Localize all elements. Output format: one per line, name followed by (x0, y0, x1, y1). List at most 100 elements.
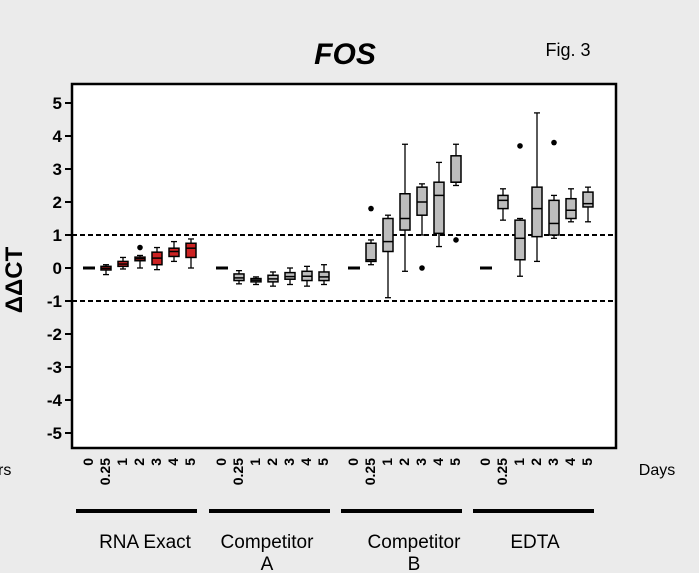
x-tick-label: 5 (182, 458, 198, 466)
box-body (399, 193, 411, 231)
x-tick-label: 4 (562, 458, 578, 466)
box-body (565, 197, 577, 220)
box-body (582, 191, 594, 208)
box-plot (134, 244, 146, 269)
group-label: RNA Exact (99, 532, 192, 553)
x-tick-label: 2 (396, 458, 412, 466)
box-plot (284, 267, 296, 286)
x-tick-label: 4 (165, 458, 181, 466)
box-plot (117, 256, 129, 270)
box-group (480, 112, 594, 277)
box-plot (548, 139, 560, 239)
box-plot (168, 240, 180, 263)
box-plot (497, 188, 509, 221)
y-tick-label: -2 (47, 325, 62, 344)
box-body (548, 199, 560, 236)
box-plot (151, 246, 163, 271)
box-plot (514, 143, 526, 277)
group-label: A (261, 554, 274, 573)
x-tick-label: 3 (413, 458, 429, 466)
chart-title: FOS (314, 38, 376, 71)
box-body (531, 186, 543, 238)
box-outlier (453, 237, 459, 243)
x-tick-label: 0.25 (362, 458, 378, 485)
box-outlier (368, 205, 374, 212)
box-plot (399, 143, 411, 272)
x-tick-label: 0 (345, 458, 361, 466)
x-tick-label: 4 (430, 458, 446, 466)
x-tick-label: 1 (114, 458, 130, 466)
y-tick-label: -5 (47, 424, 62, 443)
x-tick-label: 2 (528, 458, 544, 466)
x-tick-label: 0.25 (494, 458, 510, 485)
box-plot (565, 188, 577, 223)
box-outlier (419, 265, 425, 271)
x-tick-label: 3 (281, 458, 297, 466)
x-tick-label: 5 (579, 458, 595, 466)
box-plot (318, 264, 330, 286)
x-tick-label: 1 (247, 458, 263, 466)
x-tick-label: 1 (511, 458, 527, 466)
box-body (497, 194, 509, 210)
y-tick-label: -4 (47, 391, 63, 410)
box-body (450, 155, 462, 183)
box-outlier (517, 143, 523, 149)
y-axis-label-text: ΔΔCT (1, 246, 28, 313)
x-tick-label: 5 (447, 458, 463, 466)
box-body (185, 242, 197, 259)
box-plot (301, 265, 313, 287)
box-group (348, 143, 462, 299)
box-plot (450, 143, 462, 243)
box-plot (365, 205, 377, 266)
box-body (382, 217, 394, 253)
box-body (168, 247, 180, 258)
x-tick-label: 0 (80, 458, 96, 466)
x-tick-label: 0 (213, 458, 229, 466)
x-tick-label: 4 (298, 458, 314, 466)
box-plot (382, 214, 394, 299)
x-tick-label: 0 (477, 458, 493, 466)
box-plot (250, 276, 262, 286)
y-tick-label: 5 (53, 94, 62, 113)
group-label: Competitor (221, 532, 315, 553)
y-tick-label: 4 (53, 127, 63, 146)
plot-area (70, 82, 618, 450)
x-axis-label-days: Days (639, 462, 675, 479)
y-tick-label: 0 (53, 259, 62, 278)
box-plot (185, 238, 197, 269)
figure-label: Fig. 3 (545, 40, 590, 60)
box-outlier (551, 139, 557, 146)
box-plot (233, 269, 245, 285)
y-tick-label: -3 (47, 358, 62, 377)
x-axis-label-fragment: rs (0, 462, 11, 479)
box-plot (531, 112, 543, 263)
box-outlier (137, 244, 143, 251)
box-plot (582, 186, 594, 223)
x-tick-label: 2 (131, 458, 147, 466)
x-axis-ticks: 0 0.25 1 2 3 4 5 0 0.25 1 2 3 4 5 0 0.25 1 2 3 4 5 0 0.25 1 2 3 4 5 (80, 458, 595, 485)
box-group (216, 264, 330, 287)
group-label: Competitor (368, 532, 462, 553)
box-plot (100, 264, 112, 276)
x-tick-label: 0.25 (97, 458, 113, 485)
box-plot (433, 161, 445, 248)
box-plot (267, 271, 279, 287)
y-axis-label: ΔΔCT (1, 246, 28, 313)
box-body (433, 181, 445, 235)
reference-lines (72, 234, 616, 302)
x-tick-label: 5 (315, 458, 331, 466)
box-body (365, 242, 377, 263)
group-label: B (408, 554, 421, 573)
box-body (514, 219, 526, 261)
box-plot (416, 183, 428, 271)
y-tick-label: 3 (53, 160, 62, 179)
y-tick-label: -1 (47, 292, 62, 311)
x-tick-label: 0.25 (230, 458, 246, 485)
x-tick-label: 2 (264, 458, 280, 466)
y-axis-ticks: 5 4 3 2 1 0 -1 -2 -3 -4 -5 (47, 94, 72, 443)
y-tick-label: 2 (53, 193, 62, 212)
box-body (416, 186, 428, 216)
